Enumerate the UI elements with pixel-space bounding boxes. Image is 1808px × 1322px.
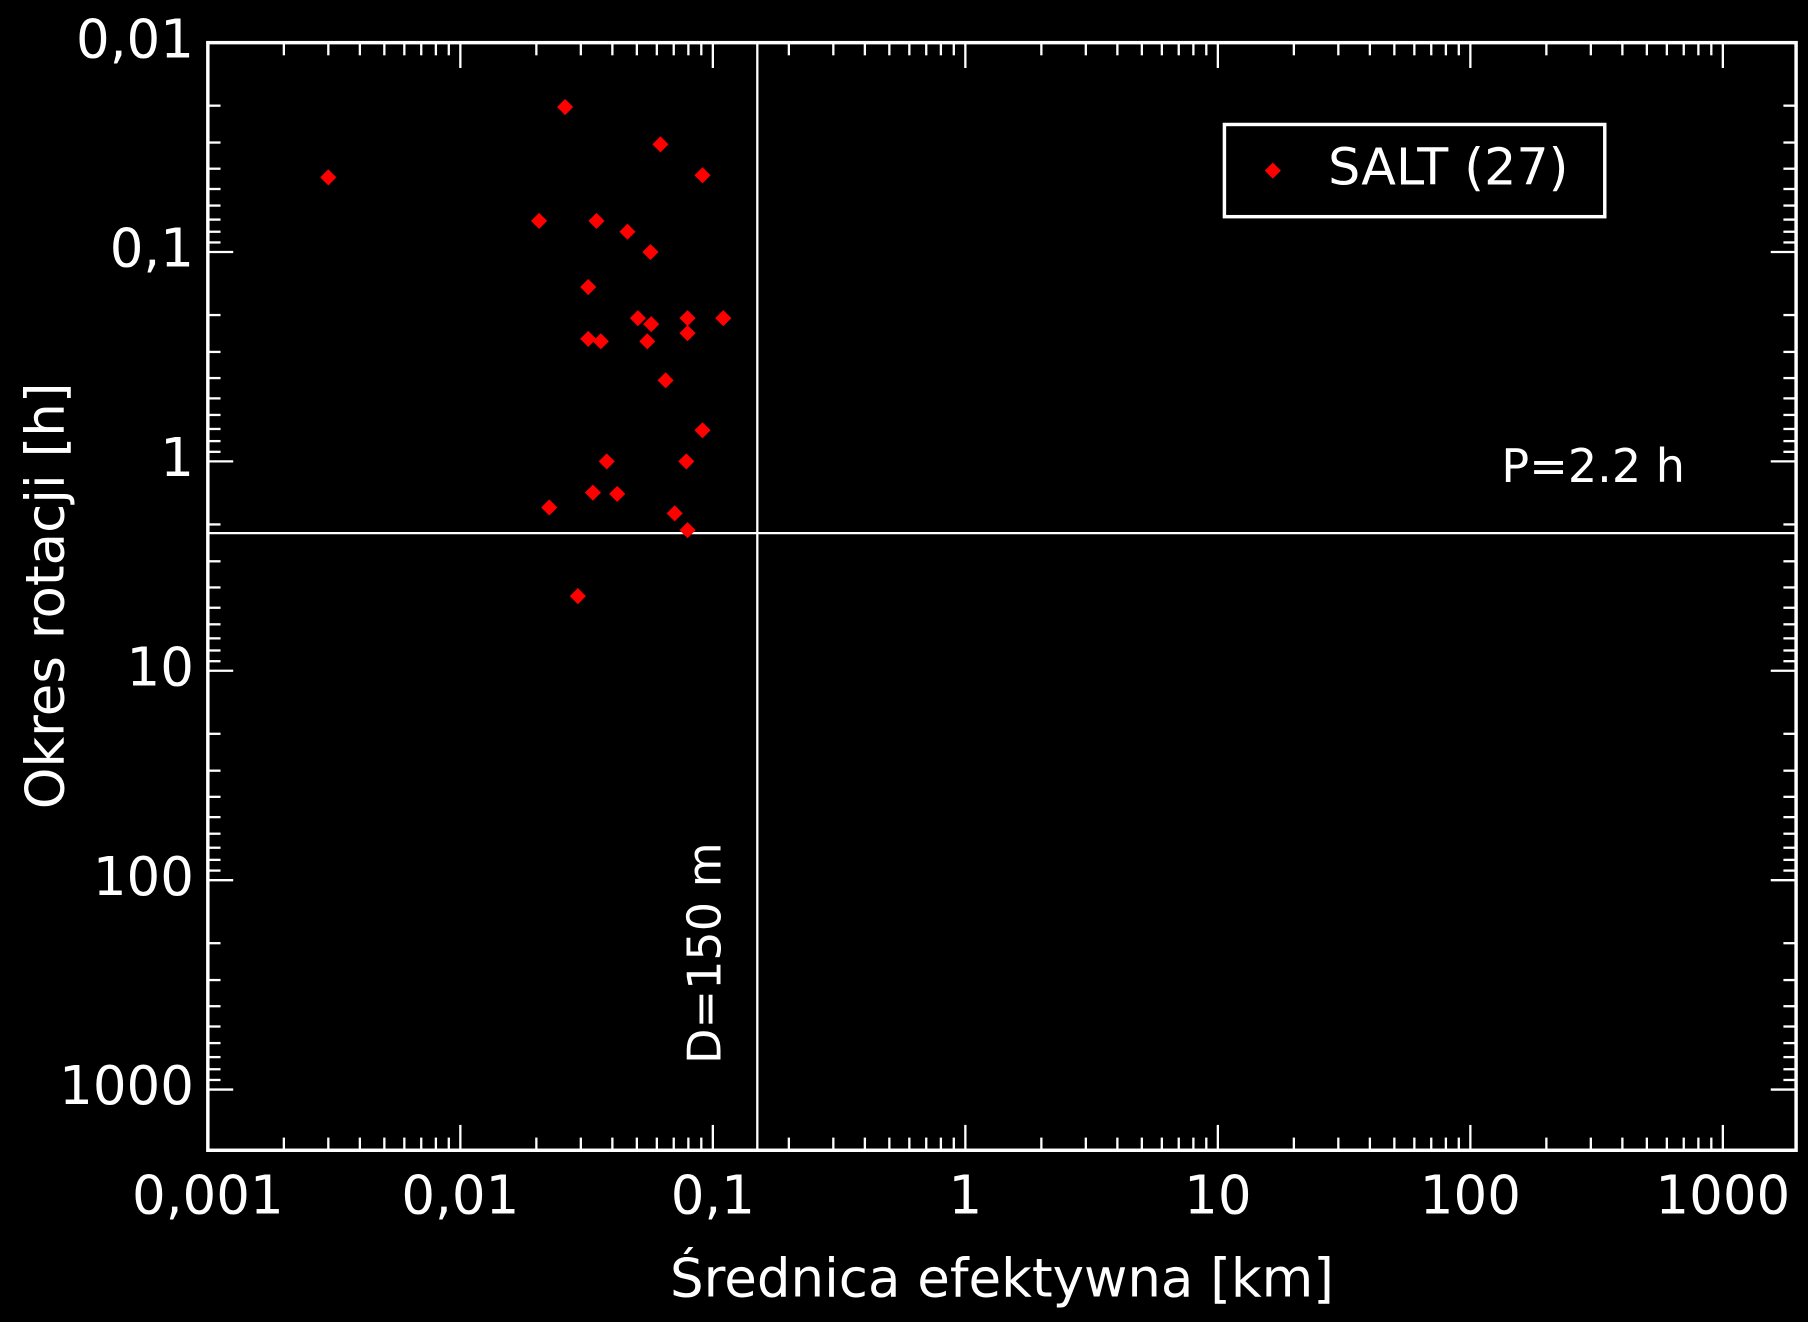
y-tick-label: 100: [93, 846, 194, 908]
x-tick-label: 0,001: [132, 1164, 284, 1226]
x-tick-label: 100: [1420, 1164, 1521, 1226]
data-point: [541, 499, 558, 516]
data-point: [609, 485, 626, 502]
y-axis-title: Okres rotacji [h]: [14, 382, 76, 809]
data-point: [619, 223, 636, 240]
x-tick-label: 10: [1184, 1164, 1251, 1226]
data-point: [629, 310, 646, 327]
x-tick-label: 1: [948, 1164, 982, 1226]
data-point: [715, 310, 732, 327]
y-tick-label: 0,1: [110, 218, 194, 280]
data-point: [657, 372, 674, 389]
data-point: [679, 325, 696, 342]
legend-label: SALT (27): [1328, 138, 1568, 197]
data-point: [642, 243, 659, 261]
data-point: [588, 212, 605, 229]
plot-frame: [206, 40, 1798, 1152]
data-point: [643, 316, 660, 333]
x-axis-title: Średnica efektywna [km]: [670, 1246, 1334, 1309]
y-tick-label: 10: [127, 636, 194, 698]
x-tick-label: 0,01: [401, 1164, 519, 1226]
y-tick-label: 1: [160, 427, 194, 489]
reference-label: D=150 m: [677, 842, 731, 1064]
data-point: [679, 310, 696, 327]
data-point: [694, 167, 711, 184]
data-point: [666, 505, 683, 522]
legend-box: [1222, 122, 1607, 219]
data-point: [652, 136, 669, 153]
x-tick-label: 0,1: [671, 1164, 755, 1226]
x-tick-label: 1000: [1655, 1164, 1790, 1226]
reference-label: P=2.2 h: [1501, 439, 1685, 493]
data-point: [320, 169, 337, 186]
y-tick-label: 1000: [59, 1055, 194, 1117]
data-point: [679, 522, 696, 539]
y-tick-label: 0,01: [76, 8, 194, 70]
data-point: [557, 98, 574, 116]
